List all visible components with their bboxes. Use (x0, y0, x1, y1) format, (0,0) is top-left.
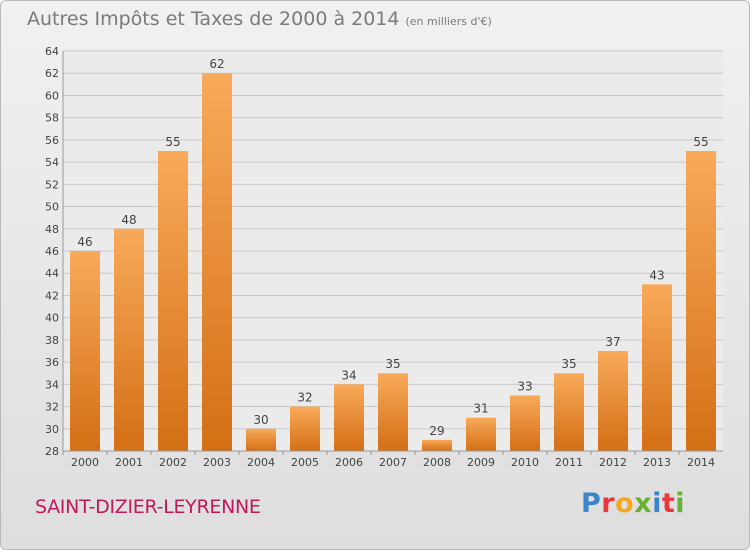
logo-letter: P (581, 488, 602, 519)
bar (246, 428, 276, 451)
y-tick-label: 50 (45, 201, 59, 214)
x-tick-label: 2012 (599, 456, 627, 469)
bar (598, 351, 628, 451)
y-tick-label: 56 (45, 134, 59, 147)
title-text: Autres Impôts et Taxes de 2000 à 2014 (27, 8, 400, 30)
proxiti-logo[interactable]: Proxiti (581, 488, 685, 519)
bar-value-label: 62 (209, 57, 224, 71)
y-tick-label: 36 (45, 356, 59, 369)
bar (554, 373, 584, 451)
bar (510, 395, 540, 451)
logo-letter: i (675, 488, 686, 519)
x-axis: 2000 2001 2002 2003 2004 2005 2006 2007 2008 2009… (62, 450, 723, 469)
y-tick-label: 62 (45, 67, 59, 80)
bar-value-label: 35 (561, 357, 576, 371)
x-tick-label: 2000 (71, 456, 99, 469)
y-tick-label: 34 (45, 378, 59, 391)
x-tick-label: 2004 (247, 456, 275, 469)
bar (290, 406, 320, 451)
bar (334, 384, 364, 451)
commune-name: SAINT-DIZIER-LEYRENNE (35, 496, 261, 518)
y-tick-label: 38 (45, 334, 59, 347)
x-tick-label: 2007 (379, 456, 407, 469)
bar-value-label: 55 (693, 135, 708, 149)
y-tick-label: 60 (45, 89, 59, 102)
logo-letter: x (634, 488, 653, 519)
bar (202, 73, 232, 451)
logo-letter: t (661, 488, 676, 519)
bar-value-label: 32 (297, 391, 312, 405)
y-tick-label: 48 (45, 223, 59, 236)
bar-value-label: 55 (165, 135, 180, 149)
bar-value-label: 30 (253, 413, 268, 427)
bar (378, 373, 408, 451)
y-tick-label: 58 (45, 112, 59, 125)
x-tick-label: 2014 (687, 456, 715, 469)
bar (158, 151, 188, 451)
bar-value-label: 37 (605, 335, 620, 349)
y-axis: 28 30 32 34 36 38 40 42 44 46 48 50 52 54 56 58 60 62 64 (45, 45, 64, 458)
title-unit: (en milliers d'€) (405, 15, 492, 28)
x-tick-label: 2010 (511, 456, 539, 469)
y-tick-label: 52 (45, 178, 59, 191)
y-tick-label: 40 (45, 312, 59, 325)
x-tick-label: 2008 (423, 456, 451, 469)
x-tick-label: 2002 (159, 456, 187, 469)
bar-value-label: 31 (473, 402, 488, 416)
bar-value-label: 33 (517, 379, 532, 393)
y-tick-label: 30 (45, 423, 59, 436)
bar-value-label: 43 (649, 268, 664, 282)
y-tick-label: 28 (45, 445, 59, 458)
bar (686, 151, 716, 451)
y-tick-label: 32 (45, 401, 59, 414)
logo-letter: i (652, 488, 662, 519)
bar-value-label: 46 (77, 235, 92, 249)
bars: 46 48 55 62 30 32 34 35 29 31 33 35 37 43 55 (70, 57, 716, 451)
chart-title: Autres Impôts et Taxes de 2000 à 2014 (en… (27, 8, 492, 30)
y-tick-label: 42 (45, 289, 59, 302)
logo-letter: o (615, 488, 635, 519)
bar (642, 284, 672, 451)
x-tick-label: 2006 (335, 456, 363, 469)
x-tick-label: 2005 (291, 456, 319, 469)
y-tick-label: 64 (45, 45, 59, 58)
x-tick-label: 2003 (203, 456, 231, 469)
y-tick-label: 44 (45, 267, 59, 280)
bar-value-label: 34 (341, 368, 356, 382)
bar (70, 251, 100, 451)
bar-value-label: 35 (385, 357, 400, 371)
bar-value-label: 29 (429, 424, 444, 438)
bar (422, 439, 452, 451)
x-tick-label: 2011 (555, 456, 583, 469)
x-tick-label: 2001 (115, 456, 143, 469)
bar-value-label: 48 (121, 213, 136, 227)
bar (114, 228, 144, 451)
logo-letter: r (601, 488, 616, 519)
x-tick-label: 2009 (467, 456, 495, 469)
y-tick-label: 46 (45, 245, 59, 258)
bar (466, 417, 496, 451)
y-tick-label: 54 (45, 156, 59, 169)
x-tick-label: 2013 (643, 456, 671, 469)
